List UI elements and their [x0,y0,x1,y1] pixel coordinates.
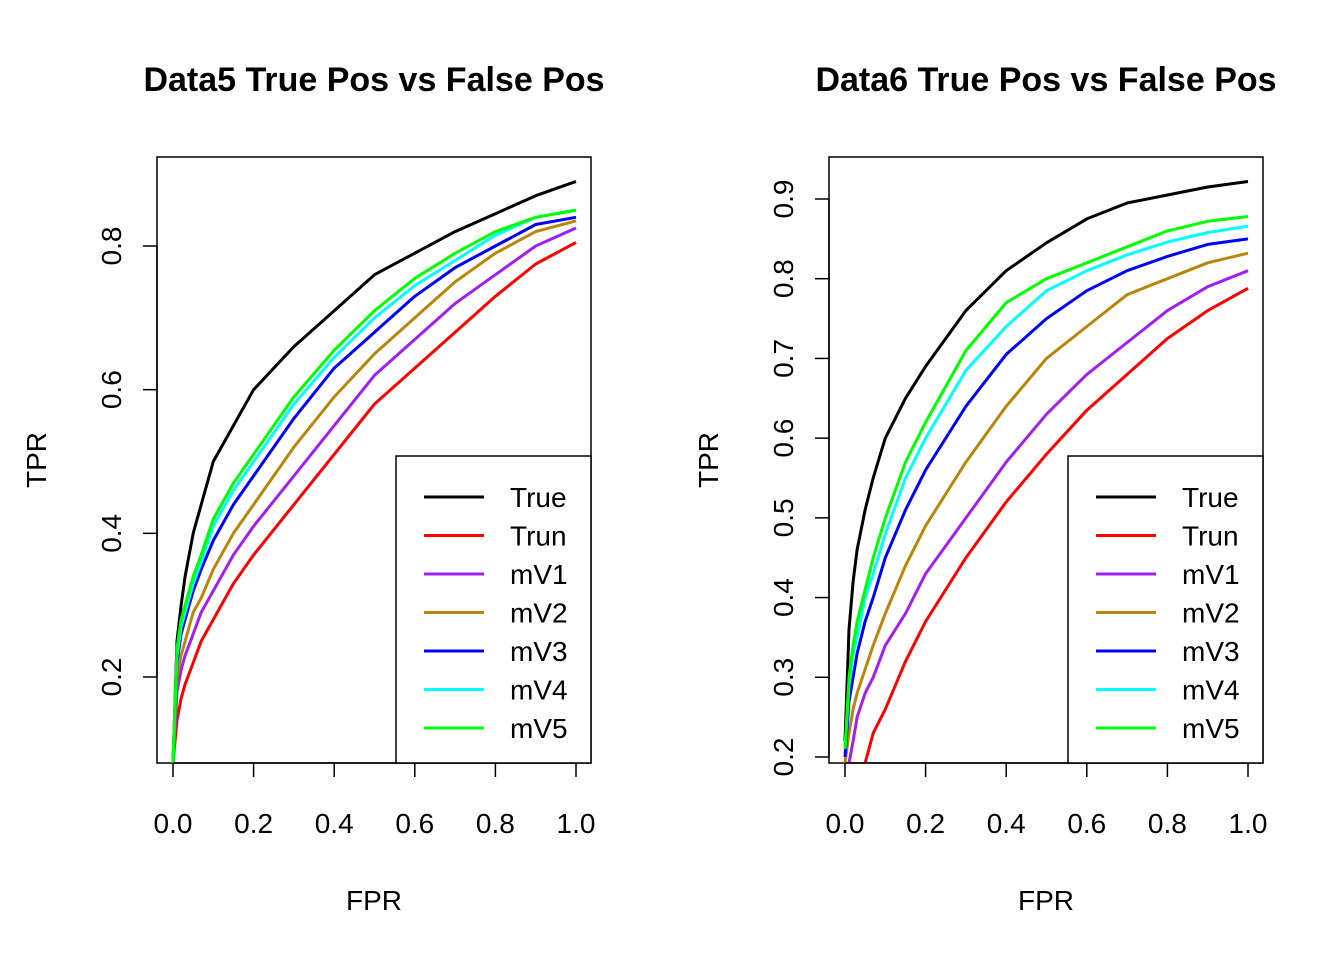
legend-label-mv4: mV4 [510,675,568,706]
x-tick-label: 1.0 [557,808,596,839]
chart-title: Data5 True Pos vs False Pos [143,61,604,99]
legend-label-trun: Trun [510,521,567,552]
y-tick-label: 0.4 [768,578,799,617]
series-line-mv4 [843,224,1249,750]
y-axis-label: TPR [21,432,52,488]
y-tick-label: 0.7 [768,339,799,378]
series-line-trun [863,286,1249,764]
series-line-mv5 [171,208,577,764]
series-line-mv1 [171,226,577,764]
legend-label-mv1: mV1 [1182,559,1240,590]
y-tick-label: 0.2 [768,738,799,777]
series-line-mv4 [171,208,577,764]
legend: True Trun mV1 mV2 mV3 mV4 mV5 [1067,455,1264,764]
x-tick-label: 0.0 [154,808,193,839]
x-axis: 0.0 0.2 0.4 0.6 0.8 1.0 [826,762,1268,839]
legend-label-mv3: mV3 [510,636,568,667]
series-line-mv3 [171,215,577,764]
y-tick-label: 0.2 [96,658,127,697]
series-line-true [843,180,1249,742]
x-axis: 0.0 0.2 0.4 0.6 0.8 1.0 [154,762,596,839]
y-tick-label: 0.6 [96,370,127,409]
legend-label-mv5: mV5 [1182,713,1240,744]
series-line-mv2 [171,219,577,764]
x-tick-label: 0.6 [1067,808,1106,839]
series-group [843,180,1249,764]
y-axis-label: TPR [693,432,724,488]
legend-box [395,455,592,764]
series-line-mv3 [843,237,1249,758]
legend-label-mv2: mV2 [1182,598,1240,629]
legend-box [1067,455,1264,764]
series-group [171,179,577,764]
series-line-mv1 [847,269,1249,764]
legend-label-mv5: mV5 [510,713,568,744]
y-tick-label: 0.6 [768,419,799,458]
chart-title: Data6 True Pos vs False Pos [815,61,1276,99]
x-tick-label: 0.2 [234,808,273,839]
y-axis: 0.2 0.4 0.6 0.8 [96,227,158,697]
series-line-trun [171,241,577,764]
y-tick-label: 0.9 [768,180,799,219]
x-tick-label: 1.0 [1229,808,1268,839]
legend-label-true: True [510,482,567,513]
x-tick-label: 0.0 [826,808,865,839]
legend: True Trun mV1 mV2 mV3 mV4 mV5 [395,455,592,764]
y-tick-label: 0.4 [96,514,127,553]
legend-label-mv2: mV2 [510,598,568,629]
legend-label-mv4: mV4 [1182,675,1240,706]
x-axis-label: FPR [346,885,402,916]
legend-label-true: True [1182,482,1239,513]
x-tick-label: 0.4 [315,808,354,839]
x-tick-label: 0.6 [395,808,434,839]
x-tick-label: 0.8 [476,808,515,839]
x-tick-label: 0.2 [906,808,945,839]
y-axis: 0.2 0.3 0.4 0.5 0.6 0.7 0.8 0.9 [768,180,830,777]
y-tick-label: 0.8 [96,227,127,266]
legend-label-mv3: mV3 [1182,636,1240,667]
x-tick-label: 0.4 [987,808,1026,839]
legend-label-mv1: mV1 [510,559,568,590]
y-tick-label: 0.3 [768,658,799,697]
chart-panel-data6: Data6 True Pos vs False Pos 0.0 0.2 0.4 0.6… [693,61,1277,916]
y-tick-label: 0.5 [768,498,799,537]
chart-panel-data5: Data5 True Pos vs False Pos 0.0 0.2 0.4 0.6… [21,61,605,916]
series-line-mv2 [843,251,1249,764]
series-line-mv5 [843,215,1249,750]
y-tick-label: 0.8 [768,259,799,298]
legend-label-trun: Trun [1182,521,1239,552]
x-axis-label: FPR [1018,885,1074,916]
x-tick-label: 0.8 [1148,808,1187,839]
series-line-true [171,179,577,764]
